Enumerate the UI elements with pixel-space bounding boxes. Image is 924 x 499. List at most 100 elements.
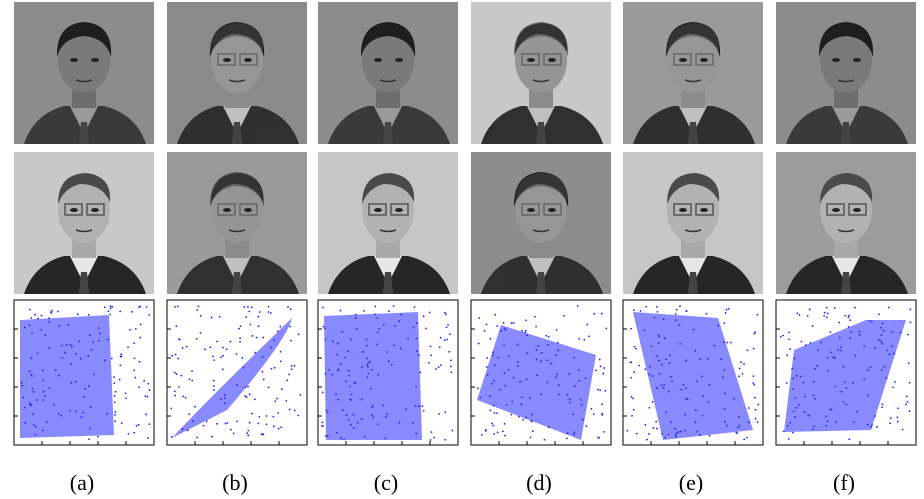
scatter-point bbox=[676, 309, 678, 311]
scatter-point bbox=[805, 344, 807, 346]
scatter-point bbox=[325, 373, 327, 375]
scatter-point bbox=[77, 313, 79, 315]
scatter-point bbox=[127, 433, 129, 435]
scatter-point bbox=[420, 372, 422, 374]
scatter-point bbox=[430, 346, 432, 348]
scatter-point bbox=[212, 355, 214, 357]
scatter-point bbox=[343, 439, 345, 441]
eye bbox=[679, 208, 687, 212]
scatter-point bbox=[104, 306, 106, 308]
scatter-point bbox=[119, 364, 121, 366]
scatter-point bbox=[630, 328, 632, 330]
scatter-point bbox=[558, 384, 560, 386]
scatter-point bbox=[583, 339, 585, 341]
scatter-point bbox=[547, 359, 549, 361]
scatter-point bbox=[388, 310, 390, 312]
scatter-point bbox=[68, 324, 70, 326]
panel-label: (f) bbox=[833, 470, 855, 495]
scatter-point bbox=[254, 398, 256, 400]
scatter-point bbox=[393, 344, 395, 346]
scatter-point bbox=[547, 344, 549, 346]
scatter-point bbox=[701, 376, 703, 378]
scatter-point bbox=[177, 306, 179, 308]
scatter-point bbox=[321, 425, 323, 427]
scatter-point bbox=[400, 314, 402, 316]
scatter-point bbox=[274, 400, 276, 402]
scatter-point bbox=[340, 437, 342, 439]
scatter-point bbox=[827, 420, 829, 422]
scatter-point bbox=[294, 365, 296, 367]
scatter-point bbox=[521, 330, 523, 332]
scatter-point bbox=[182, 347, 184, 349]
scatter-point bbox=[568, 373, 570, 375]
scatter-point bbox=[597, 437, 599, 439]
scatter-point bbox=[504, 435, 506, 437]
scatter-point bbox=[144, 395, 146, 397]
scatter-point bbox=[285, 400, 287, 402]
eye bbox=[700, 208, 708, 212]
scatter-point bbox=[224, 394, 226, 396]
scatter-point bbox=[500, 330, 502, 332]
scatter-point bbox=[377, 374, 379, 376]
scatter-point bbox=[219, 316, 221, 318]
scatter-point bbox=[840, 350, 842, 352]
scatter-point bbox=[817, 349, 819, 351]
eye bbox=[223, 208, 231, 212]
scatter-point bbox=[276, 398, 278, 400]
scatter-point bbox=[756, 314, 758, 316]
scatter-point bbox=[24, 422, 26, 424]
scatter-point bbox=[418, 405, 420, 407]
scatter-point bbox=[378, 328, 380, 330]
scatter-point bbox=[174, 390, 176, 392]
eye bbox=[527, 58, 535, 62]
scatter-point bbox=[886, 377, 888, 379]
face-image bbox=[167, 152, 307, 294]
scatter-point bbox=[827, 313, 829, 315]
scatter-point bbox=[645, 306, 647, 308]
scatter-point bbox=[605, 328, 607, 330]
scatter-point bbox=[438, 366, 440, 368]
scatter-point bbox=[724, 408, 726, 410]
scatter-point bbox=[149, 389, 151, 391]
scatter-point bbox=[230, 429, 232, 431]
scatter-point bbox=[111, 306, 113, 308]
scatter-point bbox=[111, 358, 113, 360]
scatter-point bbox=[262, 337, 264, 339]
scatter-point bbox=[225, 423, 227, 425]
eye bbox=[832, 208, 840, 212]
scatter-point bbox=[385, 416, 387, 418]
scatter-point bbox=[807, 315, 809, 317]
scatter-point bbox=[807, 415, 809, 417]
scatter-point bbox=[694, 421, 696, 423]
scatter-point bbox=[291, 365, 293, 367]
scatter-point bbox=[674, 428, 676, 430]
scatter-point bbox=[792, 432, 794, 434]
scatter-point bbox=[517, 344, 519, 346]
scatter-point bbox=[870, 426, 872, 428]
scatter-point bbox=[906, 396, 908, 398]
scatter-point bbox=[415, 433, 417, 435]
scatter-point bbox=[224, 397, 226, 399]
scatter-point bbox=[98, 327, 100, 329]
scatter-point bbox=[337, 370, 339, 372]
scatter-point bbox=[530, 436, 532, 438]
scatter-point bbox=[449, 333, 451, 335]
scatter-point bbox=[89, 428, 91, 430]
scatter-point bbox=[648, 374, 650, 376]
scatter-point bbox=[246, 432, 248, 434]
scatter-point bbox=[446, 326, 448, 328]
scatter-point bbox=[519, 381, 521, 383]
scatter-point bbox=[804, 411, 806, 413]
scatter-point bbox=[838, 322, 840, 324]
scatter-point bbox=[327, 435, 329, 437]
scatter-point bbox=[33, 391, 35, 393]
scatter-point bbox=[371, 406, 373, 408]
scatter-plot bbox=[167, 300, 307, 445]
scatter-point bbox=[200, 332, 202, 334]
scatter-point bbox=[30, 357, 32, 359]
scatter-point bbox=[322, 307, 324, 309]
scatter-point bbox=[489, 395, 491, 397]
scatter-plot bbox=[14, 300, 154, 445]
scatter-point bbox=[354, 382, 356, 384]
scatter-point bbox=[353, 414, 355, 416]
